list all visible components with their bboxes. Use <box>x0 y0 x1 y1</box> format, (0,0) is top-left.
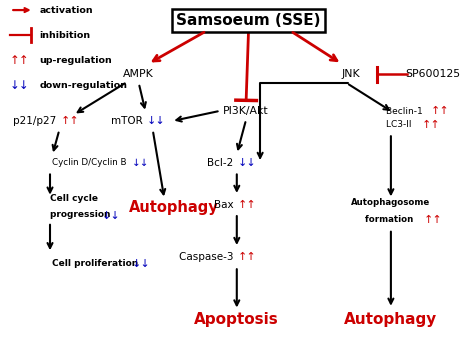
Text: Cell cycle: Cell cycle <box>50 194 98 203</box>
Text: mTOR: mTOR <box>111 116 146 126</box>
Text: Apoptosis: Apoptosis <box>194 312 279 327</box>
Text: Cell proliferation: Cell proliferation <box>52 259 142 268</box>
Text: ↑↑: ↑↑ <box>60 116 79 126</box>
Text: Cyclin D/Cyclin B: Cyclin D/Cyclin B <box>52 158 129 167</box>
Text: PI3K/Akt: PI3K/Akt <box>223 106 269 116</box>
Text: ↓↓: ↓↓ <box>101 211 120 221</box>
Text: Caspase-3: Caspase-3 <box>179 252 237 261</box>
Text: Beclin-1: Beclin-1 <box>386 107 426 116</box>
Text: AMPK: AMPK <box>123 69 154 79</box>
Text: ↓↓: ↓↓ <box>238 158 256 168</box>
Text: ↓↓: ↓↓ <box>9 78 29 92</box>
Text: ↓↓: ↓↓ <box>132 259 150 268</box>
Text: JNK: JNK <box>342 69 361 79</box>
Text: SP600125: SP600125 <box>405 69 460 79</box>
Text: LC3-II: LC3-II <box>386 120 415 129</box>
Text: ↑↑: ↑↑ <box>430 106 449 117</box>
Text: Autophagosome: Autophagosome <box>351 198 430 207</box>
Text: formation: formation <box>365 215 417 224</box>
Text: ↑↑: ↑↑ <box>424 215 442 225</box>
Text: ↓↓: ↓↓ <box>147 116 166 126</box>
Text: ↑↑: ↑↑ <box>9 54 29 66</box>
Text: ↑↑: ↑↑ <box>238 199 256 210</box>
Text: Bax: Bax <box>214 199 237 210</box>
Text: down-regulation: down-regulation <box>40 80 128 90</box>
Text: Autophagy: Autophagy <box>344 312 438 327</box>
Text: Bcl-2: Bcl-2 <box>207 158 237 168</box>
Text: Samsoeum (SSE): Samsoeum (SSE) <box>176 13 321 28</box>
Text: ↓↓: ↓↓ <box>132 158 149 168</box>
Text: Autophagy: Autophagy <box>129 201 219 216</box>
Text: ↑↑: ↑↑ <box>238 252 256 261</box>
Text: ↑↑: ↑↑ <box>421 120 440 130</box>
Text: progression: progression <box>50 210 114 219</box>
Text: activation: activation <box>40 6 93 15</box>
Text: up-regulation: up-regulation <box>40 56 112 64</box>
Text: inhibition: inhibition <box>40 30 91 40</box>
Text: p21/p27: p21/p27 <box>13 116 59 126</box>
